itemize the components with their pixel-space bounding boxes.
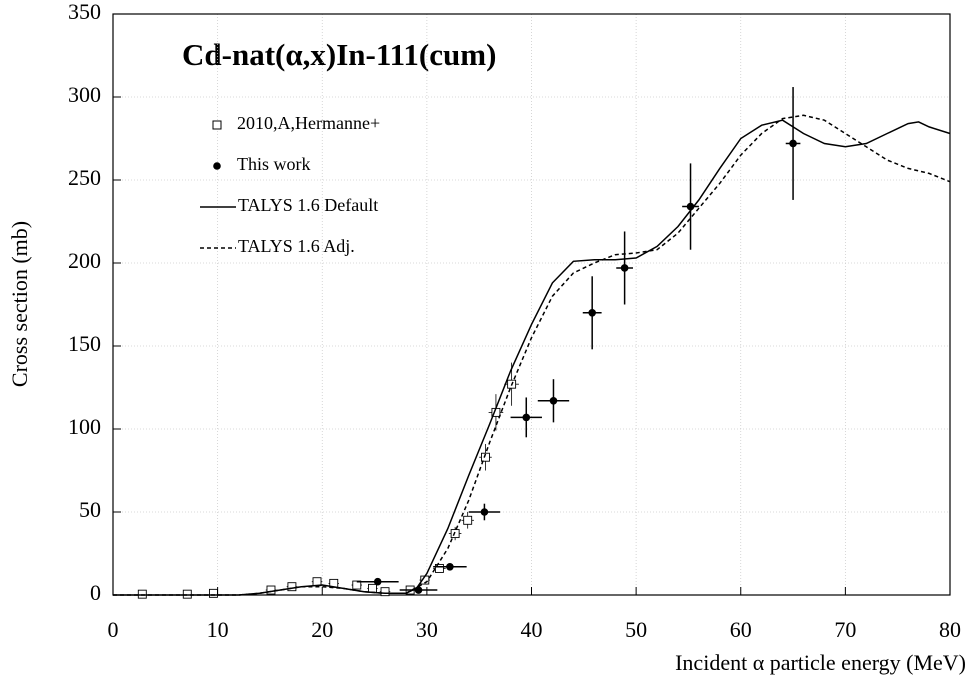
x-tick-label: 70 <box>834 617 856 642</box>
y-tick-label: 350 <box>68 0 101 24</box>
point <box>414 586 423 594</box>
point <box>549 396 558 405</box>
point <box>588 309 596 317</box>
y-tick-label: 250 <box>68 165 101 190</box>
y-tick-label: 200 <box>68 248 101 273</box>
plot-frame <box>112 13 951 596</box>
point <box>182 589 192 599</box>
point <box>463 515 473 525</box>
point <box>789 139 797 148</box>
point <box>266 585 276 595</box>
point <box>522 413 531 422</box>
point <box>434 563 444 573</box>
y-tick-label: 0 <box>90 580 101 605</box>
curve <box>113 114 951 596</box>
legend-label: This work <box>237 154 311 174</box>
point <box>368 583 377 593</box>
point <box>208 588 218 598</box>
point <box>480 508 489 516</box>
point <box>287 582 297 592</box>
x-axis-label: Incident α particle energy (MeV) <box>675 650 966 675</box>
point <box>137 589 147 599</box>
x-tick-label: 20 <box>311 617 333 642</box>
y-tick-label: 150 <box>68 331 101 356</box>
point <box>481 452 490 462</box>
y-tick-label: 50 <box>79 497 101 522</box>
x-tick-label: 60 <box>730 617 752 642</box>
point <box>373 577 382 586</box>
point <box>446 562 454 571</box>
legend-label: 2010,A,Hermanne+ <box>237 113 380 133</box>
x-tick-label: 10 <box>207 617 229 642</box>
legend-label: TALYS 1.6 Default <box>238 195 378 215</box>
legend-swatch <box>213 162 221 170</box>
y-tick-label: 300 <box>68 82 101 107</box>
x-tick-label: 0 <box>108 617 119 642</box>
x-tick-label: 50 <box>625 617 647 642</box>
legend-swatch <box>212 120 222 130</box>
x-tick-label: 40 <box>521 617 543 642</box>
chart-title: Cd-nat(α,x)In-111(cum) <box>182 37 496 72</box>
x-tick-label: 30 <box>416 617 438 642</box>
y-axis-label: Cross section (mb) <box>7 221 32 387</box>
x-tick-label: 80 <box>939 617 961 642</box>
point <box>620 264 629 272</box>
point <box>380 587 390 597</box>
y-tick-label: 100 <box>68 414 101 439</box>
legend-label: TALYS 1.6 Adj. <box>238 236 355 256</box>
point <box>450 529 460 539</box>
